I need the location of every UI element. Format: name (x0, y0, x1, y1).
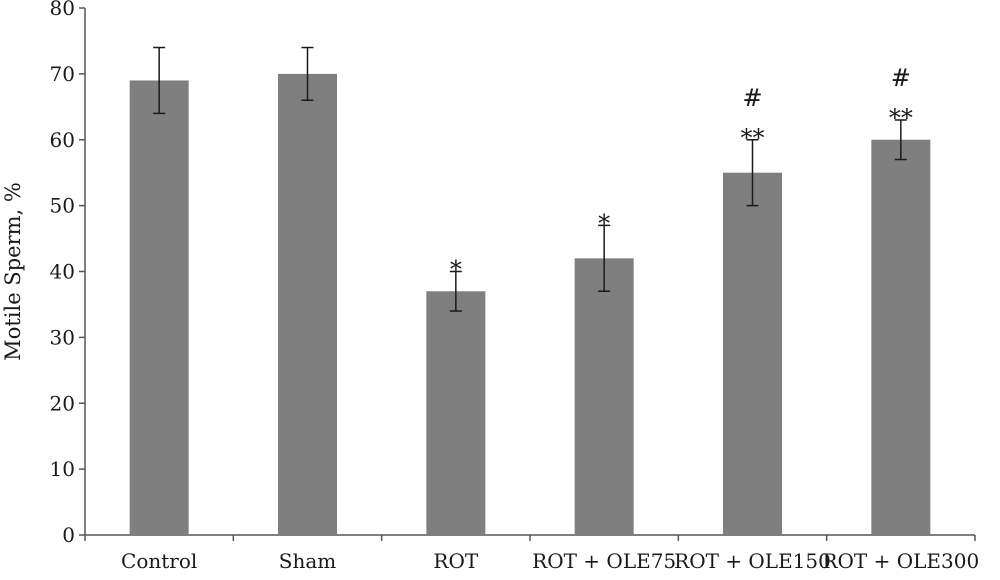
y-tick-label: 30 (50, 325, 75, 349)
annotations: ****#**# (450, 64, 913, 284)
bar (426, 291, 486, 535)
significance-annotation: # (891, 64, 911, 92)
y-tick-label: 50 (50, 194, 75, 218)
significance-annotation: ** (889, 104, 913, 132)
y-axis-title: Motile Sperm, % (1, 182, 25, 361)
y-tick-label: 70 (50, 62, 75, 86)
bar (871, 139, 931, 535)
bars (129, 73, 931, 536)
bar (129, 80, 189, 536)
y-tick-label: 10 (50, 457, 75, 481)
labels: 0 10 20 30 40 50 60 70 80 Motile Sperm, % Control S… (1, 0, 979, 573)
axes (79, 7, 976, 541)
y-tick-label: 20 (50, 391, 75, 415)
error-bars (153, 46, 907, 312)
bar (574, 258, 634, 535)
x-tick-label: Sham (279, 549, 337, 573)
x-tick-label: Control (121, 549, 197, 573)
significance-annotation: ** (741, 124, 765, 152)
significance-annotation: # (742, 84, 762, 112)
y-tick-label: 0 (62, 523, 75, 547)
bar (723, 172, 782, 535)
x-tick-label: ROT + OLE150 (674, 549, 831, 573)
x-tick-label: ROT + OLE75 (532, 549, 676, 573)
bar (278, 73, 337, 535)
x-tick-label: ROT + OLE300 (822, 549, 979, 573)
y-tick-label: 40 (50, 260, 75, 284)
significance-annotation: * (598, 209, 610, 237)
y-tick-label: 80 (50, 0, 75, 20)
y-tick-label: 60 (50, 128, 75, 152)
significance-annotation: * (450, 256, 462, 284)
x-tick-label: ROT (433, 549, 478, 573)
